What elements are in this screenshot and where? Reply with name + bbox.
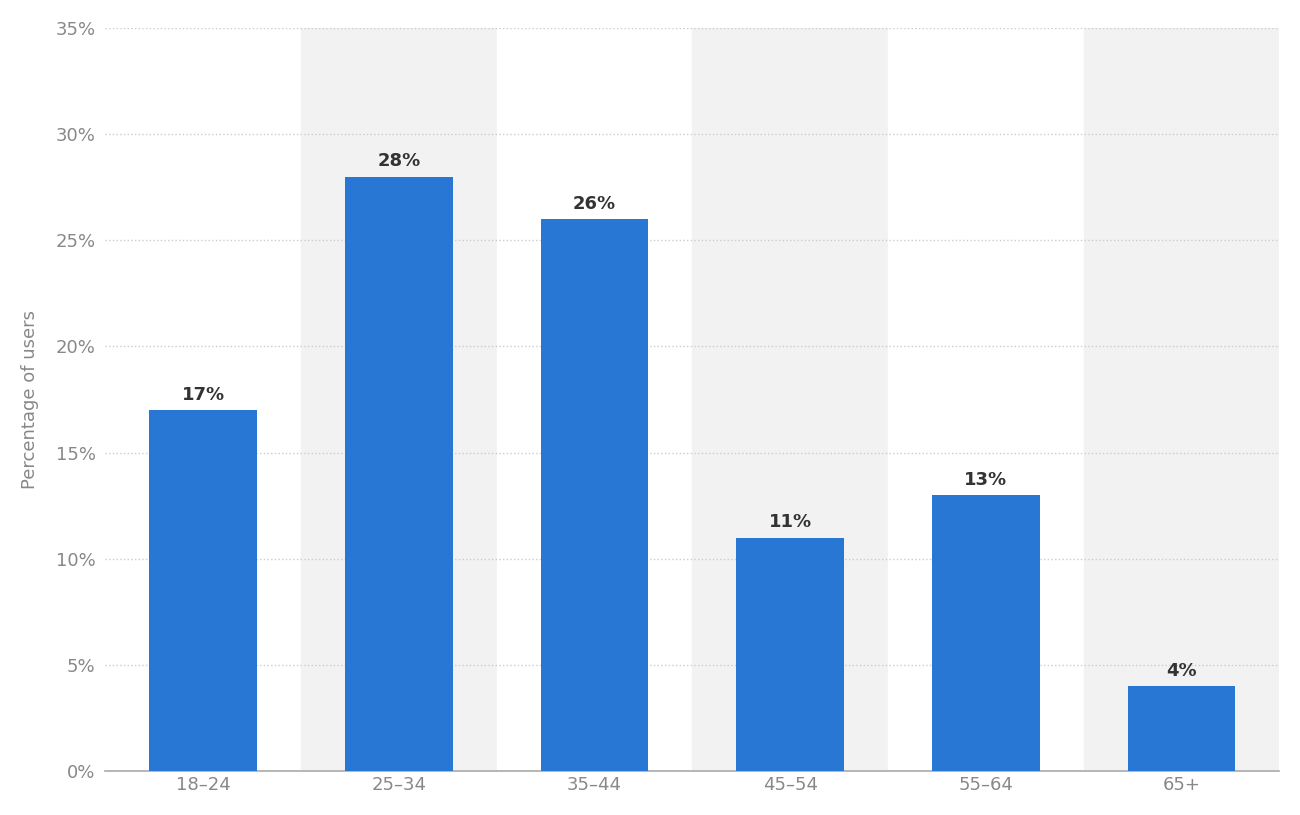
Bar [302,28,497,771]
Text: 4%: 4% [1166,662,1197,680]
Text: 28%: 28% [377,152,420,170]
Bar [150,410,257,771]
Bar [344,177,452,771]
Bar [105,28,302,771]
Y-axis label: Percentage of users: Percentage of users [21,310,39,489]
Bar [932,496,1040,771]
Text: 17%: 17% [182,385,225,403]
Bar [736,538,844,771]
Bar [693,28,888,771]
Bar [1083,28,1279,771]
Bar [497,28,693,771]
Bar [1127,686,1235,771]
Text: 11%: 11% [768,513,811,531]
Bar [888,28,1083,771]
Text: 13%: 13% [965,471,1008,489]
Text: 26%: 26% [573,195,616,213]
Bar [541,219,649,771]
